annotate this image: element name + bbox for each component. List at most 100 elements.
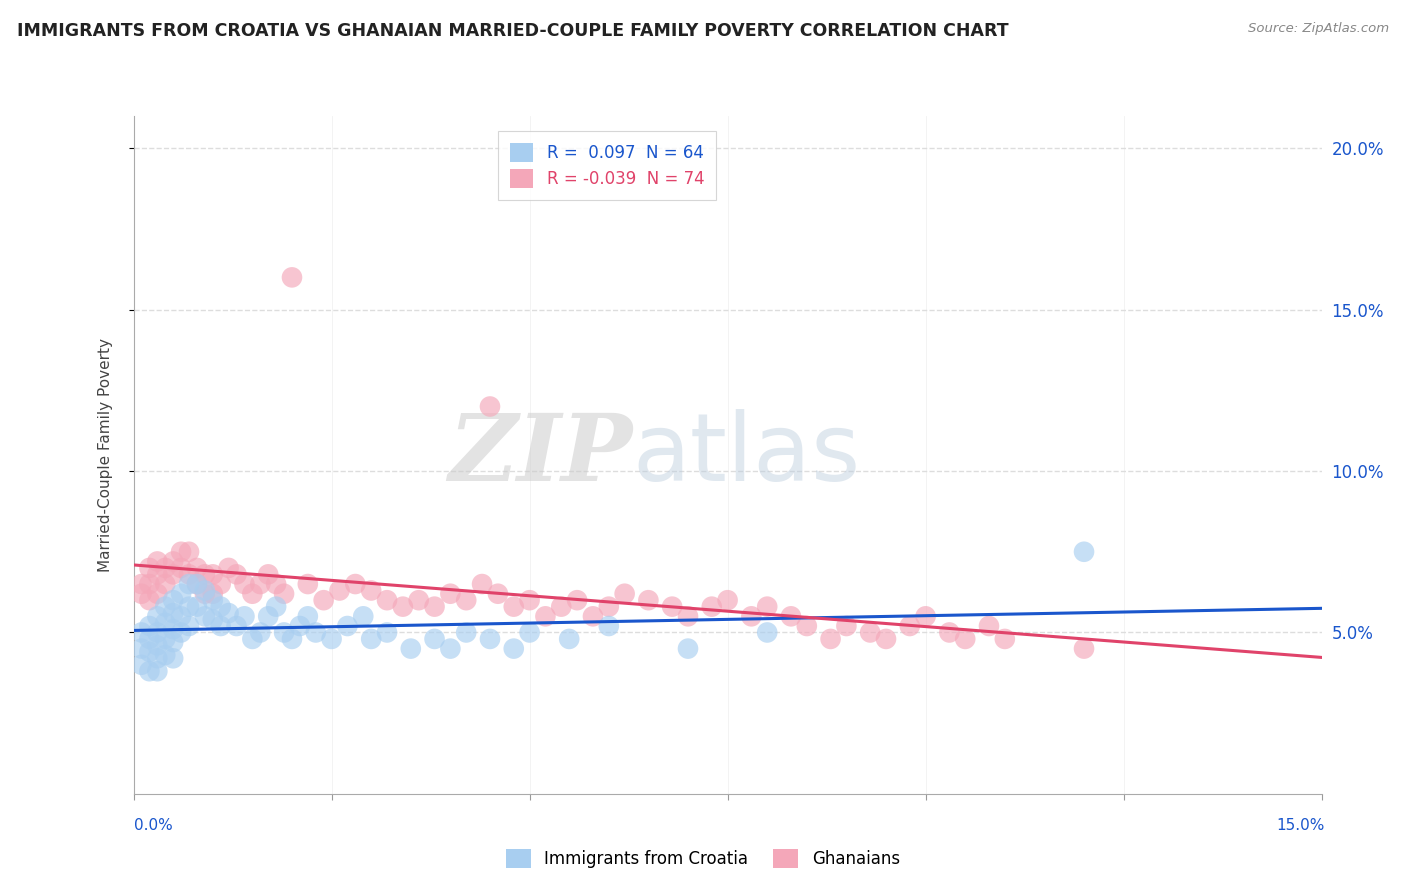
Point: [242, 632, 264, 646]
Point: [423, 599, 446, 614]
Point: [138, 593, 160, 607]
Legend: R =  0.097  N = 64, R = -0.039  N = 74: R = 0.097 N = 64, R = -0.039 N = 74: [498, 131, 716, 200]
Point: [273, 587, 295, 601]
Point: [257, 609, 280, 624]
Point: [155, 648, 177, 662]
Point: [273, 625, 295, 640]
Point: [297, 577, 319, 591]
Point: [478, 632, 502, 646]
Point: [360, 583, 382, 598]
Point: [131, 587, 153, 601]
Point: [177, 567, 200, 582]
Point: [740, 609, 762, 624]
Point: [138, 561, 160, 575]
Point: [170, 587, 193, 601]
Point: [138, 645, 160, 659]
Point: [471, 577, 494, 591]
Point: [1073, 545, 1095, 559]
Point: [225, 619, 247, 633]
Point: [162, 567, 184, 582]
Point: [186, 561, 208, 575]
Point: [312, 593, 335, 607]
Point: [186, 599, 208, 614]
Point: [321, 632, 343, 646]
Point: [281, 270, 304, 285]
Point: [162, 593, 184, 607]
Point: [352, 609, 374, 624]
Text: IMMIGRANTS FROM CROATIA VS GHANAIAN MARRIED-COUPLE FAMILY POVERTY CORRELATION CH: IMMIGRANTS FROM CROATIA VS GHANAIAN MARR…: [17, 22, 1008, 40]
Point: [637, 593, 659, 607]
Point: [209, 577, 232, 591]
Point: [170, 609, 193, 624]
Point: [162, 554, 184, 568]
Point: [408, 593, 430, 607]
Point: [439, 587, 461, 601]
Point: [146, 625, 169, 640]
Point: [859, 625, 882, 640]
Point: [994, 632, 1017, 646]
Text: 15.0%: 15.0%: [1277, 818, 1324, 832]
Point: [281, 632, 304, 646]
Point: [423, 632, 446, 646]
Point: [146, 567, 169, 582]
Point: [399, 641, 422, 656]
Point: [375, 625, 398, 640]
Point: [953, 632, 976, 646]
Point: [155, 632, 177, 646]
Point: [565, 593, 588, 607]
Point: [162, 606, 184, 620]
Text: ZIP: ZIP: [449, 410, 633, 500]
Point: [914, 609, 936, 624]
Point: [598, 619, 620, 633]
Point: [249, 577, 271, 591]
Point: [186, 577, 208, 591]
Point: [138, 619, 160, 633]
Point: [582, 609, 605, 624]
Point: [486, 587, 509, 601]
Point: [439, 641, 461, 656]
Y-axis label: Married-Couple Family Poverty: Married-Couple Family Poverty: [98, 338, 112, 572]
Point: [218, 606, 240, 620]
Point: [456, 593, 478, 607]
Point: [519, 625, 541, 640]
Point: [131, 625, 153, 640]
Point: [297, 609, 319, 624]
Point: [177, 545, 200, 559]
Point: [170, 545, 193, 559]
Point: [938, 625, 960, 640]
Point: [170, 561, 193, 575]
Point: [558, 632, 581, 646]
Point: [177, 577, 200, 591]
Point: [162, 622, 184, 636]
Point: [977, 619, 1000, 633]
Point: [820, 632, 842, 646]
Point: [835, 619, 858, 633]
Point: [249, 625, 271, 640]
Point: [336, 619, 359, 633]
Point: [360, 632, 382, 646]
Point: [264, 577, 287, 591]
Point: [344, 577, 367, 591]
Point: [456, 625, 478, 640]
Point: [478, 400, 502, 414]
Point: [186, 577, 208, 591]
Text: atlas: atlas: [633, 409, 860, 501]
Point: [131, 577, 153, 591]
Point: [328, 583, 350, 598]
Point: [502, 599, 524, 614]
Point: [392, 599, 415, 614]
Point: [177, 619, 200, 633]
Point: [534, 609, 557, 624]
Point: [194, 609, 217, 624]
Point: [194, 583, 217, 598]
Point: [138, 664, 160, 678]
Point: [131, 641, 153, 656]
Point: [661, 599, 683, 614]
Point: [676, 641, 699, 656]
Point: [550, 599, 572, 614]
Point: [201, 593, 224, 607]
Point: [209, 599, 232, 614]
Point: [519, 593, 541, 607]
Point: [796, 619, 818, 633]
Point: [201, 567, 224, 582]
